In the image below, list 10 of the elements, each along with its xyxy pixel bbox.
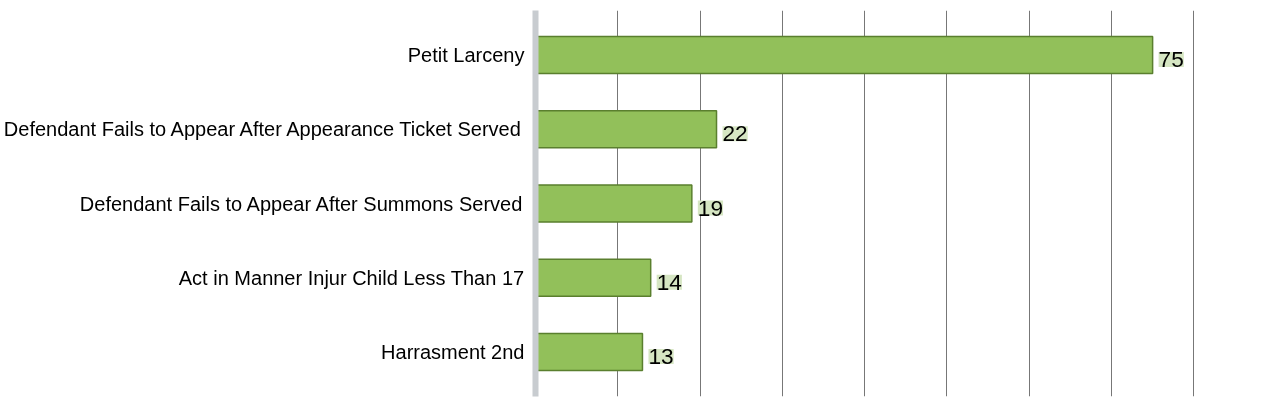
- data-label: 75: [1158, 46, 1184, 73]
- data-label: 14: [656, 268, 682, 295]
- y-tick-label: Act in Manner Injur Child Less Than 17: [178, 266, 525, 289]
- y-tick-label: Defendant Fails to Appear After Summons Served: [79, 192, 523, 215]
- y-tick-label: Petit Larceny: [407, 44, 525, 67]
- data-label: 13: [648, 342, 674, 369]
- data-label: 19: [697, 194, 724, 221]
- y-tick-label: Harrasment 2nd: [381, 340, 525, 363]
- data-label: 22: [722, 120, 748, 147]
- y-tick-label: Defendant Fails to Appear After Appearance Ticket Served: [3, 118, 521, 141]
